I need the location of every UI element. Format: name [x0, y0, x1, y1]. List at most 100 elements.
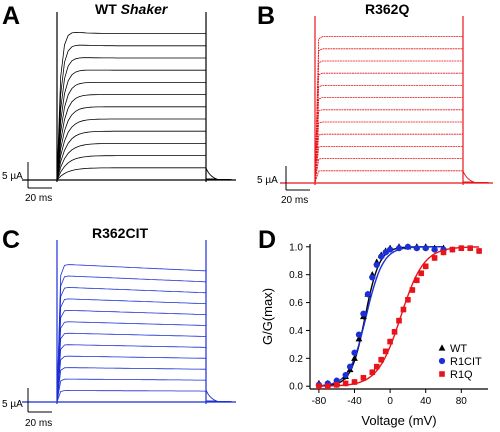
- current-trace: [22, 332, 237, 403]
- data-point: [355, 331, 363, 338]
- data-point: [431, 255, 438, 261]
- data-point: [369, 274, 376, 281]
- current-trace: [22, 143, 237, 181]
- data-point: [387, 338, 393, 345]
- current-trace: [280, 60, 494, 184]
- current-trace: [22, 94, 237, 181]
- data-point: [342, 371, 349, 379]
- data-point: [373, 363, 380, 370]
- data-point: [413, 245, 420, 252]
- data-point: [422, 263, 429, 270]
- panel-c-current-traces: [22, 240, 237, 413]
- current-trace: [22, 118, 237, 181]
- panel-a-scale-current: 5 µA: [2, 171, 23, 182]
- current-trace: [280, 146, 494, 184]
- x-tick-label: -40: [347, 396, 362, 407]
- panel-a-title-text: WT: [95, 1, 121, 17]
- data-point: [346, 363, 354, 370]
- data-point: [400, 306, 407, 313]
- current-trace: [22, 309, 237, 403]
- current-trace: [22, 130, 237, 181]
- legend-marker: [439, 371, 445, 377]
- data-point: [333, 382, 340, 388]
- data-point: [405, 296, 411, 303]
- current-trace: [280, 170, 494, 184]
- current-trace: [22, 264, 237, 403]
- data-point: [414, 277, 420, 284]
- current-trace: [280, 97, 494, 184]
- y-tick-label: 0.8: [289, 270, 303, 281]
- data-point: [440, 249, 447, 256]
- y-tick-label: 0.6: [289, 298, 303, 309]
- y-tick-label: 1.0: [289, 242, 303, 253]
- data-point: [395, 245, 403, 252]
- x-tick-label: 80: [456, 396, 468, 407]
- current-trace: [22, 57, 237, 181]
- legend-marker: [438, 357, 446, 365]
- panel-a-current-traces: [22, 12, 237, 189]
- current-trace: [22, 355, 237, 403]
- data-point: [378, 356, 384, 363]
- panel-c-letter: C: [2, 226, 21, 254]
- panel-b-current-traces: [280, 16, 494, 191]
- current-trace: [280, 133, 494, 184]
- data-point: [342, 380, 349, 387]
- current-trace: [22, 106, 237, 181]
- current-trace: [22, 44, 237, 181]
- data-point: [418, 270, 425, 277]
- current-trace: [22, 390, 237, 403]
- data-point: [373, 261, 380, 269]
- data-point: [409, 287, 416, 293]
- panel-b-scale-time: 20 ms: [281, 195, 309, 206]
- panel-a-title-italic: Shaker: [120, 1, 168, 17]
- current-trace: [280, 158, 494, 184]
- data-point: [449, 246, 456, 253]
- data-point: [476, 248, 482, 254]
- current-trace: [280, 72, 494, 184]
- data-point: [360, 310, 367, 317]
- data-point: [360, 375, 367, 381]
- current-trace: [22, 367, 237, 403]
- current-trace: [280, 121, 494, 184]
- current-trace: [22, 31, 237, 181]
- tail-current: [205, 389, 221, 403]
- data-point: [325, 383, 331, 390]
- x-axis-label: Voltage (mV): [361, 413, 436, 428]
- current-trace: [22, 321, 237, 403]
- data-point: [369, 369, 376, 376]
- current-trace: [22, 287, 237, 403]
- legend-label: WT: [450, 343, 467, 355]
- current-trace: [22, 298, 237, 403]
- data-point: [422, 245, 429, 252]
- current-trace: [280, 109, 494, 184]
- current-trace: [22, 69, 237, 181]
- panel-a-letter: A: [2, 2, 21, 30]
- gv-chart: 0.0 0.2 0.4 0.6 0.8 1.0 -80 -40 0 40 80 G/G(max) Vol…: [260, 242, 488, 428]
- legend-label: R1Q: [450, 369, 473, 381]
- data-point: [351, 379, 358, 385]
- current-trace: [280, 36, 494, 184]
- panel-c-title: R362CIT: [92, 225, 149, 241]
- current-trace: [22, 378, 237, 403]
- current-trace: [280, 48, 494, 184]
- data-point: [396, 317, 402, 324]
- data-point: [351, 349, 358, 356]
- panel-c-scale-current: 5 µA: [2, 399, 23, 410]
- panel-b-scale-current: 5 µA: [257, 175, 278, 186]
- x-tick-label: 0: [387, 396, 393, 407]
- legend-label: R1CIT: [450, 356, 482, 368]
- current-trace: [22, 344, 237, 403]
- data-point: [382, 348, 389, 355]
- tail-current: [205, 167, 221, 181]
- panel-b-letter: B: [257, 2, 276, 30]
- data-point: [467, 245, 473, 251]
- data-point: [351, 354, 358, 361]
- current-trace: [280, 85, 494, 184]
- y-tick-label: 0.0: [289, 382, 303, 393]
- current-trace: [22, 155, 237, 181]
- data-point: [316, 383, 322, 390]
- data-point: [378, 253, 385, 260]
- data-point: [391, 329, 398, 335]
- y-axis-label: G/G(max): [260, 288, 275, 345]
- x-tick-label: 40: [420, 396, 432, 407]
